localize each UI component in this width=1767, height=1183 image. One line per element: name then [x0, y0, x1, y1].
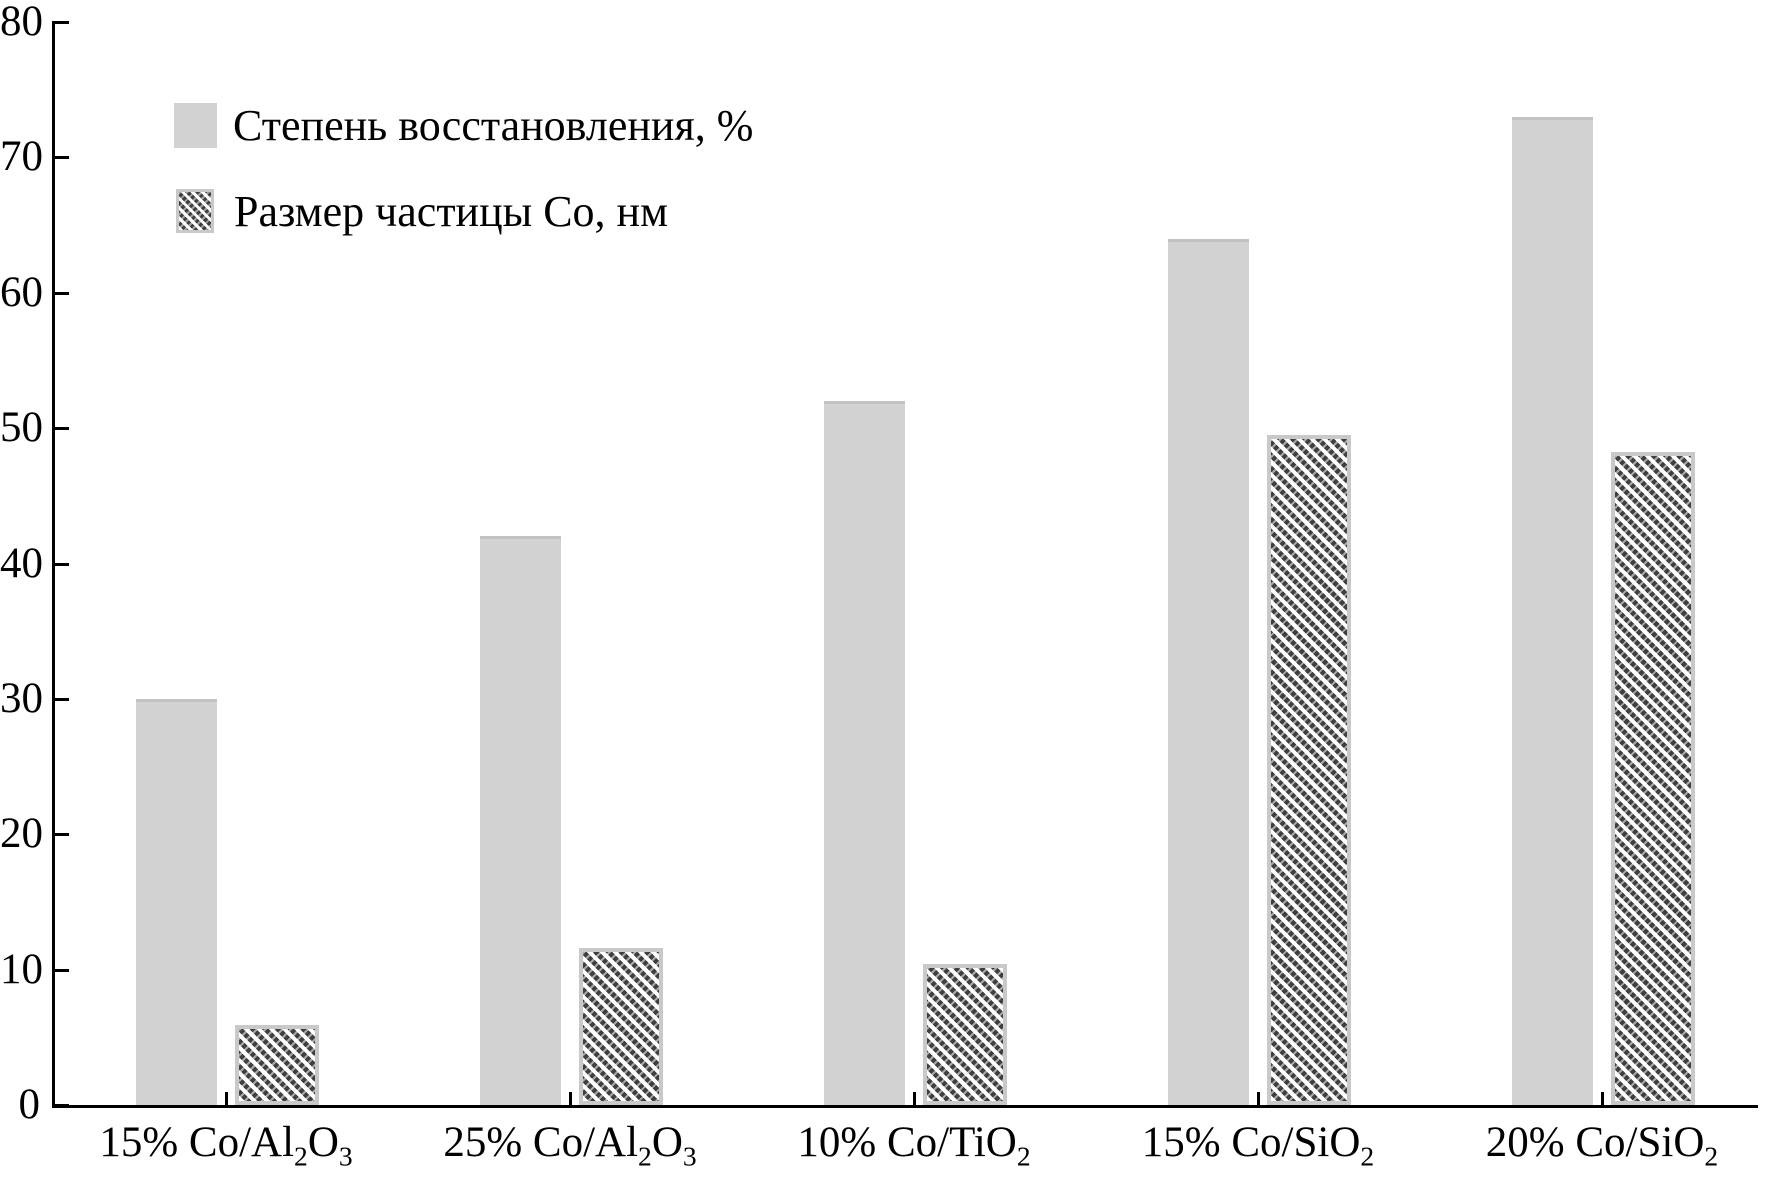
bar-solid-4	[1512, 116, 1593, 1105]
bar-hatched-0	[235, 1025, 319, 1105]
y-tick-0	[55, 1104, 69, 1107]
x-axis-line	[52, 1105, 1758, 1108]
y-tick-80	[55, 21, 69, 24]
x-tick-0	[225, 1092, 228, 1105]
x-tick-1	[569, 1092, 572, 1105]
y-axis-line	[52, 21, 55, 1108]
legend-item-reduction-degree: Степень восстановления, %	[174, 99, 753, 151]
y-tick-10	[55, 968, 69, 972]
y-tick-label-80: 80	[0, 0, 43, 45]
y-tick-70	[55, 156, 69, 160]
y-tick-label-40: 40	[0, 539, 43, 587]
bar-hatched-3	[1267, 434, 1351, 1105]
bar-hatched-1	[579, 947, 663, 1105]
y-tick-label-50: 50	[0, 404, 43, 452]
bar-solid-3	[1168, 238, 1249, 1105]
y-tick-50	[55, 427, 69, 431]
y-tick-label-30: 30	[0, 674, 43, 722]
x-tick-4	[1601, 1092, 1604, 1105]
solid-swatch-icon	[174, 102, 217, 148]
x-category-label-1: 25% Co/Al2O3	[443, 1119, 697, 1172]
x-category-label-4: 20% Co/SiO2	[1485, 1119, 1719, 1172]
hatched-swatch-icon	[176, 189, 214, 233]
y-tick-label-70: 70	[0, 133, 43, 181]
bar-solid-2	[824, 401, 905, 1105]
x-tick-2	[913, 1092, 916, 1105]
x-category-label-2: 10% Co/TiO2	[797, 1119, 1031, 1172]
y-tick-40	[55, 562, 69, 566]
bar-solid-1	[480, 536, 561, 1105]
x-category-label-3: 15% Co/SiO2	[1141, 1119, 1375, 1172]
y-tick-label-60: 60	[0, 268, 43, 316]
bar-hatched-4	[1611, 452, 1695, 1105]
bar-hatched-2	[923, 964, 1007, 1105]
x-category-label-0: 15% Co/Al2O3	[99, 1119, 353, 1172]
legend-item-particle-size: Размер частицы Co, нм	[176, 186, 668, 236]
y-tick-30	[55, 697, 69, 701]
y-tick-label-20: 20	[0, 810, 43, 858]
y-tick-label-10: 10	[0, 945, 43, 993]
legend-label-particle-size: Размер частицы Co, нм	[234, 186, 668, 236]
legend-label-reduction-degree: Степень восстановления, %	[233, 100, 754, 150]
y-tick-label-0: 0	[18, 1081, 41, 1128]
y-tick-60	[55, 291, 69, 295]
x-tick-3	[1257, 1092, 1260, 1105]
y-tick-20	[55, 833, 69, 837]
bar-solid-0	[136, 698, 217, 1105]
